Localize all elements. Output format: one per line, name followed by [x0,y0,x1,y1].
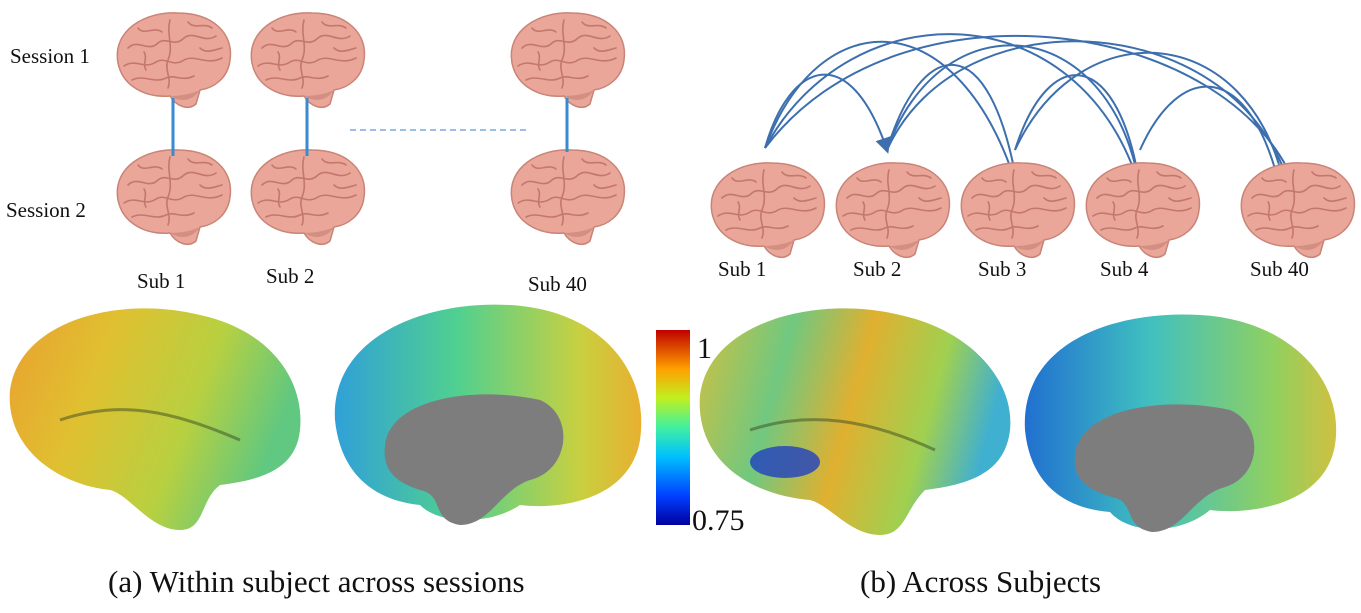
brain-icon [117,13,230,107]
shape [887,41,1290,188]
subject-label: Sub 2 [853,257,901,281]
brain-icon [117,150,230,244]
brain-icon [251,150,364,244]
subject-label: Sub 1 [718,257,766,281]
brain-icon [511,13,624,107]
brain-icon [1241,163,1354,257]
brain-icon [511,150,624,244]
colorbar-min: 0.75 [692,504,745,537]
caption: (b) Across Subjects [860,564,1101,599]
subject-label: Sub 40 [1250,257,1309,281]
surfaces: 1 0.75 [10,305,1336,537]
panel-a: Session 1 Session 2 Sub 1 Sub 2 Sub 40 [6,13,624,296]
caption: (a) Within subject across sessions [108,564,525,599]
ellipse [750,446,820,478]
figure: Session 1 Session 2 Sub 1 Sub 2 Sub 40 S… [0,0,1361,608]
shape [765,75,887,150]
colorbar [656,330,690,525]
row-label: Session 2 [6,198,86,222]
subject-label: Sub 2 [266,264,314,288]
shape [700,308,1011,535]
body: Session 1 Session 2 Sub 1 Sub 2 Sub 40 S… [0,0,1361,608]
colorbar-max: 1 [697,332,712,365]
brain-icon [251,13,364,107]
shape [10,308,301,530]
subject-label: Sub 3 [978,257,1026,281]
subject-label: Sub 1 [137,269,185,293]
page: Brain similarity figure {"panel_a": {"ro… [0,0,1361,608]
subject-label: Sub 40 [528,272,587,296]
brain-icon [836,163,949,257]
brain-icon [711,163,824,257]
shape [765,34,1140,188]
shape [1075,404,1255,532]
row-label: Session 1 [10,44,90,68]
subject-label: Sub 4 [1100,257,1149,281]
brain-icon [961,163,1074,257]
brain-icon [1086,163,1199,257]
panel-b-brains: Sub 1 Sub 2 Sub 3 Sub 4 Sub 40 [711,163,1354,281]
